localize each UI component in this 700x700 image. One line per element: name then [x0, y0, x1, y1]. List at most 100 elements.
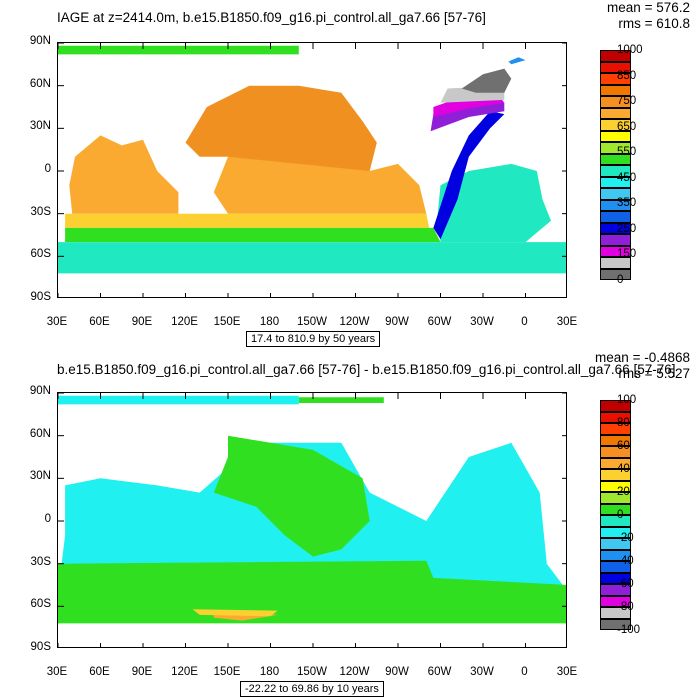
y-tick-label: 90N	[29, 385, 51, 397]
colorbar-cell	[600, 211, 631, 223]
y-tick-label: 30S	[30, 205, 51, 218]
region-southern-green	[65, 227, 441, 243]
y-tick-label: 60N	[29, 77, 51, 90]
x-tick-label: 150E	[213, 316, 241, 328]
y-tick-label: 60S	[30, 248, 51, 261]
x-tick-label: 180	[259, 666, 280, 678]
colorbar-cell	[600, 503, 631, 515]
colorbar-cell	[600, 142, 631, 154]
colorbar-label: -80	[617, 601, 634, 613]
colorbar-cell	[600, 268, 631, 280]
x-tick-label: 180	[259, 316, 280, 328]
bottom-rms-stat: rms = 5.527	[618, 366, 690, 381]
bottom-range-label: -22.22 to 69.86 by 10 years	[240, 681, 384, 697]
colorbar-cell	[600, 84, 631, 96]
colorbar-cell	[600, 73, 631, 85]
top-rms-stat: rms = 610.8	[618, 16, 690, 31]
colorbar-label: -100	[617, 624, 641, 636]
x-tick-label: 150W	[296, 666, 328, 678]
colorbar-cell	[600, 165, 631, 177]
colorbar-label: 1000	[617, 44, 643, 56]
region-arctic-strip	[58, 45, 299, 55]
y-tick-label: 0	[44, 513, 51, 525]
region-east-pacific	[213, 156, 427, 214]
top-range-label: 17.4 to 810.9 by 50 years	[246, 331, 381, 347]
colorbar-label: -40	[617, 555, 634, 567]
region-pacific-green	[213, 435, 370, 557]
colorbar-cell	[600, 130, 631, 142]
colorbar-cell	[600, 607, 631, 619]
colorbar-cell	[600, 245, 631, 257]
colorbar-label: 550	[617, 146, 637, 159]
colorbar-cell	[600, 584, 631, 596]
colorbar-cell	[600, 434, 631, 446]
colorbar-label: 0	[617, 509, 624, 521]
colorbar-cell	[600, 176, 631, 188]
y-tick-label: 30N	[29, 470, 51, 483]
colorbar-cell	[600, 199, 631, 211]
region-atlantic-south	[437, 163, 551, 243]
y-tick-label: 0	[44, 163, 51, 175]
region-arctic-blue	[508, 57, 526, 65]
colorbar-label: 100	[617, 394, 637, 406]
colorbar-cell	[600, 538, 631, 550]
bottom-chart-title: b.e15.B1850.f09_g16.pi_control.all_ga7.6…	[57, 362, 676, 377]
colorbar-label: 850	[617, 69, 637, 82]
top-mean-stat: mean = 576.2	[607, 0, 690, 15]
x-tick-label: 30E	[556, 316, 578, 328]
region-arctic-cyan	[58, 395, 299, 405]
region-arctic-dark	[461, 68, 512, 93]
map-svg	[58, 43, 566, 297]
region-southern-green	[58, 560, 566, 624]
colorbar-cell	[600, 222, 631, 234]
colorbar-label: 40	[617, 463, 630, 475]
y-tick-label: 90N	[29, 35, 51, 47]
colorbar-cell	[600, 153, 631, 165]
colorbar-label: 20	[617, 486, 630, 498]
y-tick-label: 90S	[30, 641, 51, 653]
x-tick-label: 90W	[385, 316, 409, 328]
colorbar-cell	[600, 595, 631, 607]
x-tick-label: 60E	[89, 666, 110, 678]
colorbar-label: 250	[617, 222, 637, 235]
region-southern-yellow	[192, 609, 278, 617]
region-southern-ocean	[58, 242, 566, 274]
map-svg	[58, 393, 566, 647]
top-map-plot	[57, 42, 567, 298]
colorbar-cell	[600, 526, 631, 538]
colorbar-cell	[600, 96, 631, 108]
colorbar-cell	[600, 480, 631, 492]
colorbar-label: -60	[617, 578, 634, 590]
region-atlantic-deep	[433, 111, 505, 240]
x-tick-label: 90E	[131, 666, 153, 678]
colorbar-label: 150	[617, 248, 637, 261]
x-tick-label: 60W	[427, 666, 452, 678]
colorbar-cell	[600, 515, 631, 527]
colorbar-cell	[600, 188, 631, 200]
x-tick-label: 90W	[385, 666, 409, 678]
region-arctic-green	[298, 397, 384, 403]
x-tick-label: 30W	[470, 666, 494, 678]
colorbar-label: 80	[617, 417, 630, 429]
y-tick-label: 90S	[30, 291, 51, 303]
colorbar-cell	[600, 61, 631, 73]
x-tick-label: 30E	[556, 666, 578, 678]
colorbar-cell	[600, 618, 631, 630]
colorbar-label: 450	[617, 171, 637, 184]
colorbar-label: 650	[617, 120, 637, 133]
colorbar-label: 750	[617, 95, 637, 108]
bottom-panel: b.e15.B1850.f09_g16.pi_control.all_ga7.6…	[0, 350, 700, 700]
y-tick-label: 30S	[30, 555, 51, 568]
x-tick-label: 0	[521, 316, 528, 328]
colorbar-cell	[600, 411, 631, 423]
y-tick-label: 60S	[30, 598, 51, 611]
colorbar-cell	[600, 469, 631, 481]
region-indian-ocean	[69, 135, 179, 214]
x-tick-label: 90E	[131, 316, 153, 328]
top-chart-title: IAGE at z=2414.0m, b.e15.B1850.f09_g16.p…	[57, 10, 486, 25]
x-tick-label: 30E	[46, 316, 68, 328]
x-tick-label: 30E	[46, 666, 68, 678]
top-colorbar	[600, 50, 631, 280]
colorbar-cell	[600, 572, 631, 584]
bottom-map-plot	[57, 392, 567, 648]
